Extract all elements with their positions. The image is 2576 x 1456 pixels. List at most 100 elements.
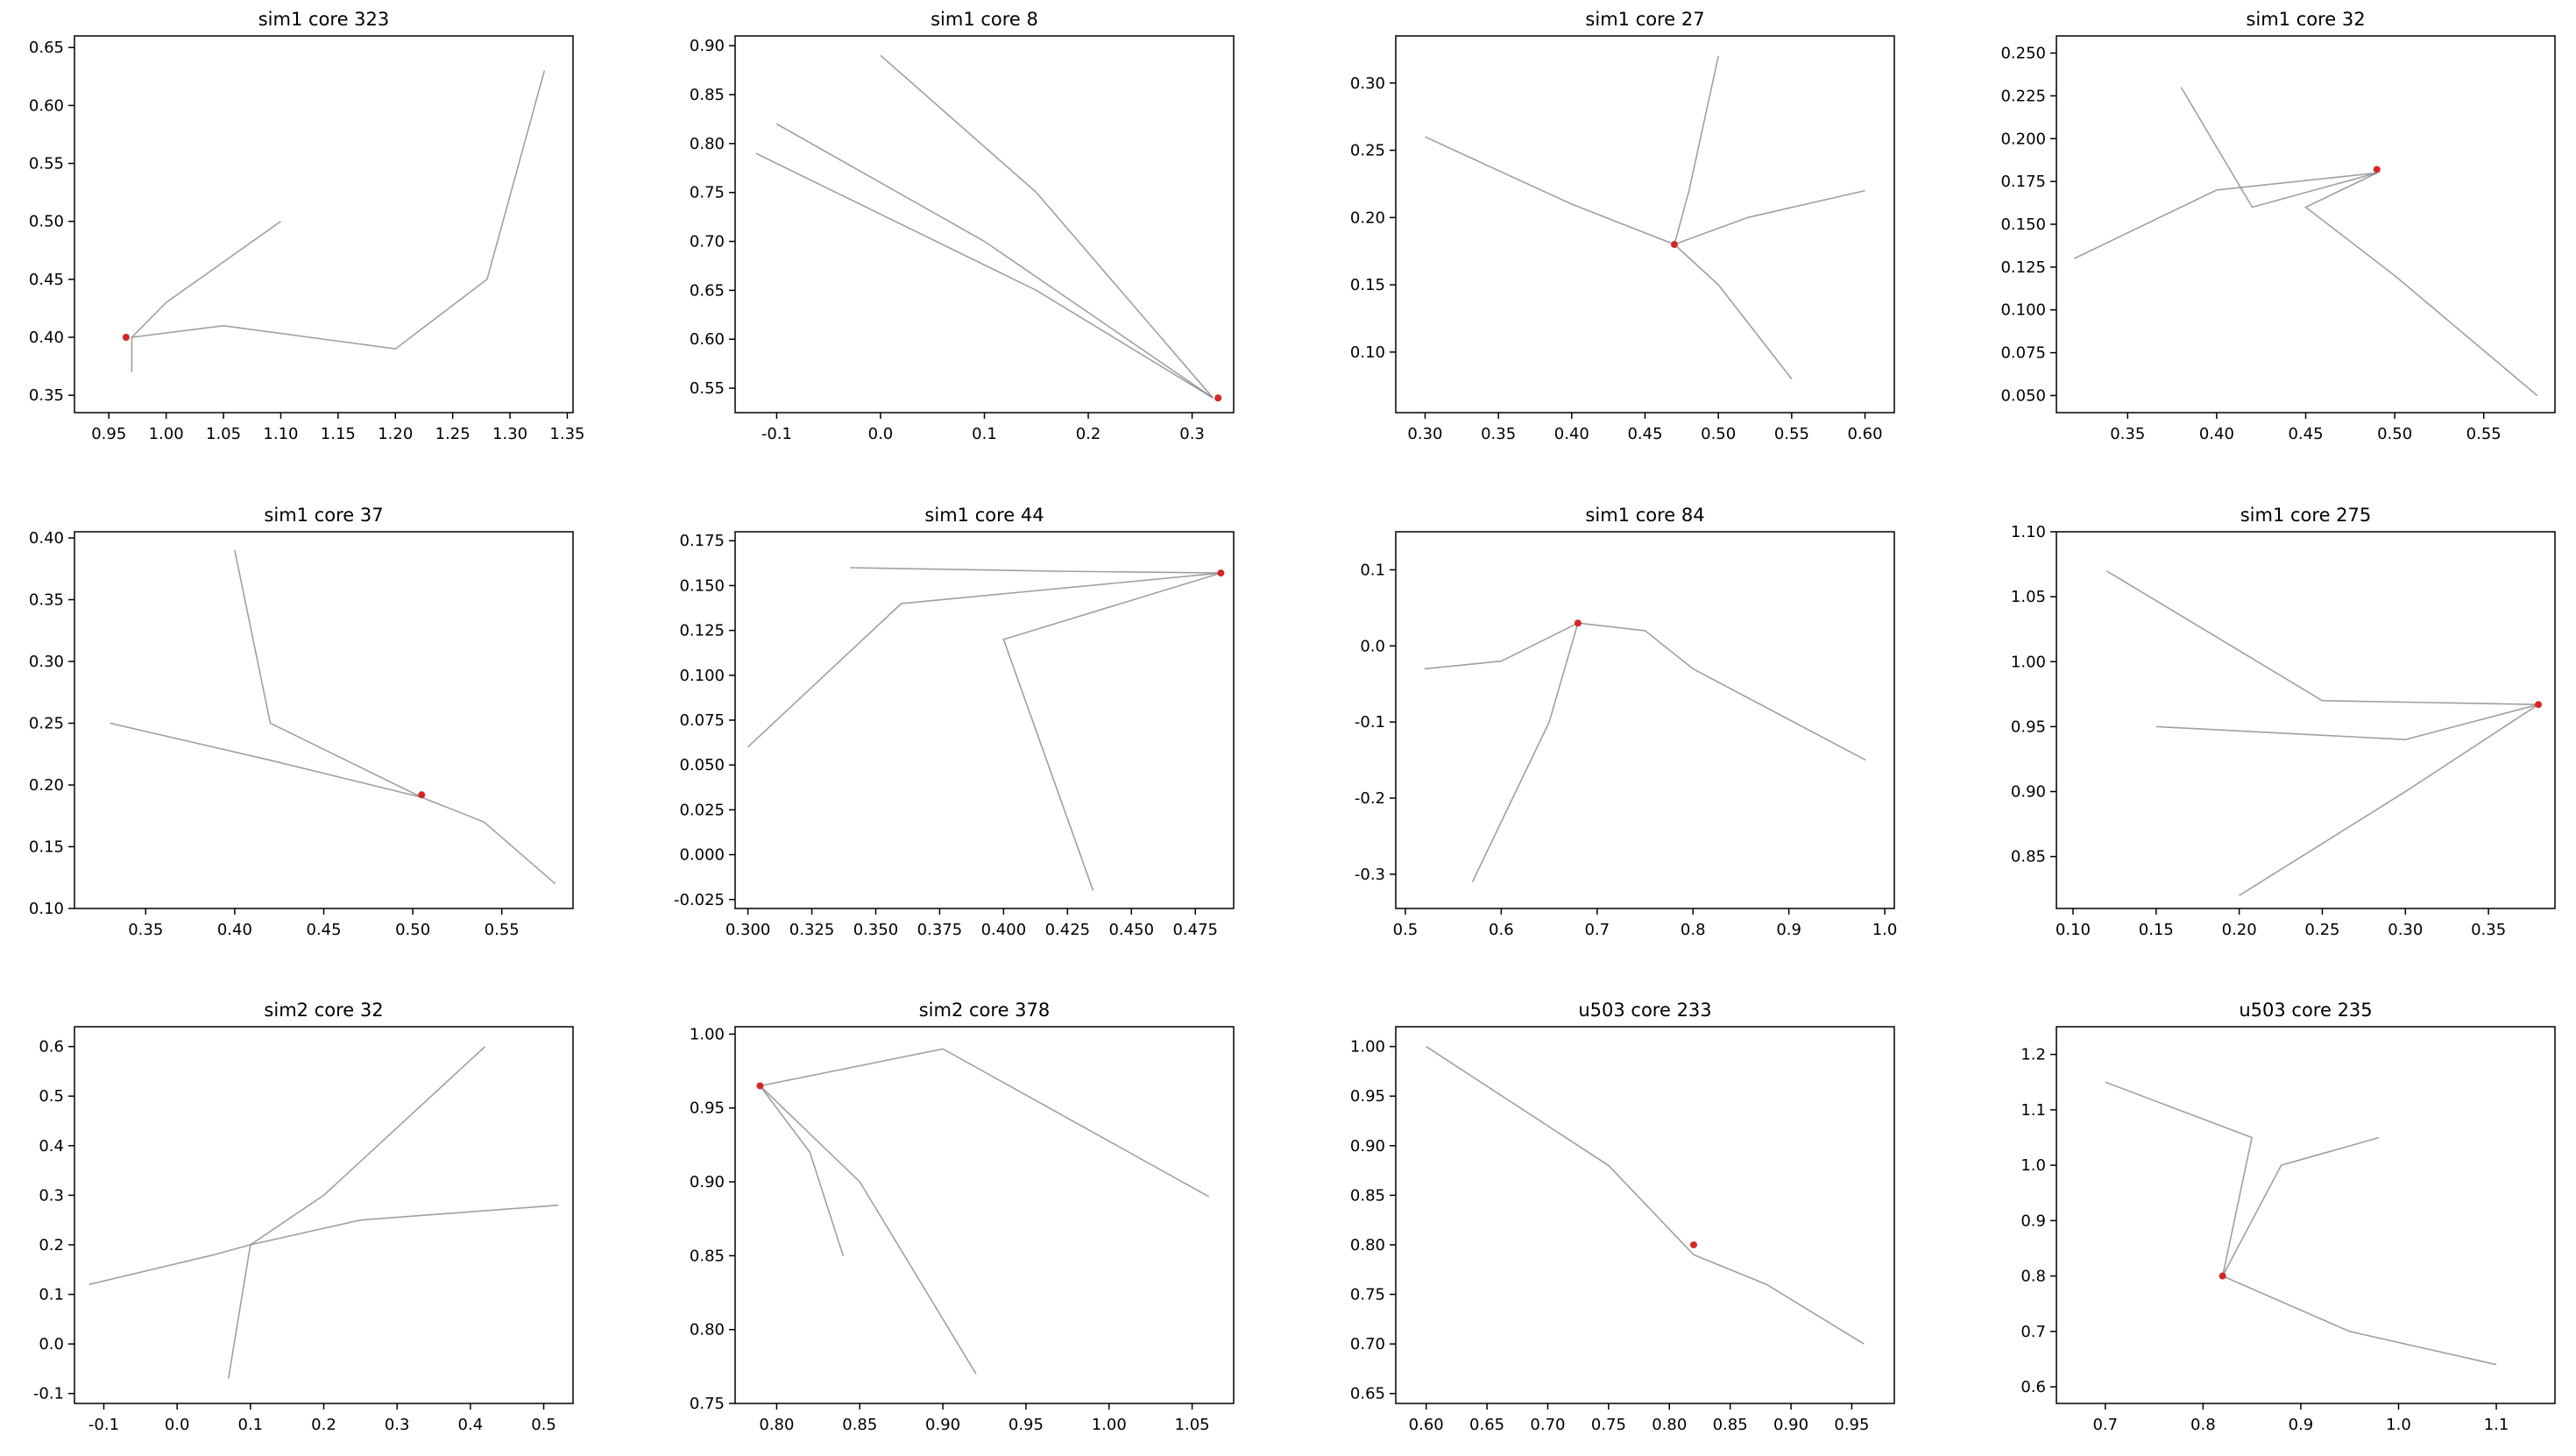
y-tick-label: 0.30 xyxy=(1350,74,1385,93)
y-tick-label: 0.150 xyxy=(679,576,725,595)
trajectory xyxy=(850,567,1221,574)
chart-title: sim1 core 27 xyxy=(1585,9,1704,30)
y-tick-label: 0.7 xyxy=(2020,1323,2046,1341)
end-point xyxy=(2373,166,2381,173)
trajectory xyxy=(759,1085,977,1375)
y-tick-label: -0.3 xyxy=(1355,866,1385,884)
y-tick-label: 0.40 xyxy=(29,329,64,347)
x-tick-label: 0.45 xyxy=(2288,425,2323,443)
y-tick-label: 0.0 xyxy=(1360,637,1385,655)
y-tick-label: 0.90 xyxy=(690,37,725,55)
trajectory xyxy=(2304,172,2538,397)
y-tick-label: 0.5 xyxy=(39,1087,64,1106)
x-tick-label: 0.35 xyxy=(2110,425,2145,443)
x-tick-label: 0.85 xyxy=(1713,1416,1748,1434)
y-tick-label: 0.65 xyxy=(1350,1385,1385,1403)
y-tick-label: 0.25 xyxy=(29,715,64,733)
y-tick-label: 0.70 xyxy=(690,233,725,251)
y-tick-label: 0.95 xyxy=(690,1099,725,1118)
trajectory xyxy=(110,722,422,798)
y-tick-label: 0.65 xyxy=(690,281,725,300)
y-tick-label: 0.70 xyxy=(1350,1335,1385,1354)
trajectory xyxy=(1426,1045,1695,1255)
x-tick-label: 0.40 xyxy=(2199,425,2234,443)
y-tick-label: 0.050 xyxy=(679,756,725,774)
x-tick-label: 0.30 xyxy=(2388,921,2423,939)
y-tick-label: 0.10 xyxy=(1350,343,1385,362)
x-tick-label: 0.25 xyxy=(2304,921,2339,939)
y-tick-label: 0.8 xyxy=(2020,1268,2046,1286)
axes-frame xyxy=(2056,35,2556,413)
chart-title: sim2 core 378 xyxy=(919,1000,1051,1021)
end-point xyxy=(1574,619,1582,627)
x-tick-label: 0.75 xyxy=(1591,1416,1626,1434)
y-tick-label: 0.40 xyxy=(29,529,64,548)
y-tick-label: 0.250 xyxy=(2000,45,2046,63)
x-tick-label: 0.55 xyxy=(2466,425,2502,443)
y-tick-label: 0.75 xyxy=(690,184,725,202)
trajectory xyxy=(2222,1275,2497,1366)
chart-title: sim1 core 37 xyxy=(264,505,383,526)
y-tick-label: 0.2 xyxy=(39,1236,64,1255)
x-tick-label: 1.0 xyxy=(2386,1416,2411,1434)
x-tick-label: 0.0 xyxy=(868,425,894,443)
x-tick-label: 0.90 xyxy=(925,1416,960,1434)
y-tick-label: 0.55 xyxy=(690,379,725,398)
y-tick-label: 1.0 xyxy=(2020,1156,2046,1175)
trajectory xyxy=(759,1085,845,1256)
y-tick-label: 0.225 xyxy=(2000,87,2046,105)
axes-frame xyxy=(1395,531,1895,909)
y-tick-label: 0.90 xyxy=(1350,1137,1385,1156)
y-tick-label: -0.1 xyxy=(33,1385,64,1403)
x-tick-label: 0.425 xyxy=(1045,921,1091,939)
x-tick-label: 0.5 xyxy=(531,1416,556,1434)
x-tick-label: 1.00 xyxy=(1092,1416,1127,1434)
trajectory xyxy=(250,1204,559,1246)
trajectory xyxy=(1002,572,1221,891)
x-tick-label: 1.15 xyxy=(321,425,356,443)
x-tick-label: 0.95 xyxy=(91,425,126,443)
x-tick-label: 0.4 xyxy=(458,1416,484,1434)
x-tick-label: 1.1 xyxy=(2484,1416,2509,1434)
y-tick-label: 0.175 xyxy=(679,532,725,550)
x-tick-label: 0.90 xyxy=(1773,1416,1808,1434)
y-tick-label: 0.45 xyxy=(29,271,64,289)
end-point xyxy=(1670,241,1678,249)
y-tick-label: 0.75 xyxy=(690,1395,725,1413)
y-tick-label: 1.05 xyxy=(2011,588,2046,606)
x-tick-label: 0.7 xyxy=(1584,921,1610,939)
trajectory xyxy=(1471,622,1579,882)
x-tick-label: 0.0 xyxy=(165,1416,190,1434)
x-tick-label: 0.8 xyxy=(1681,921,1706,939)
x-tick-label: 1.25 xyxy=(435,425,471,443)
trajectory xyxy=(1674,55,1719,245)
axes-frame xyxy=(1395,1026,1895,1404)
y-tick-label: 1.00 xyxy=(690,1025,725,1043)
chart-title: sim1 core 44 xyxy=(924,505,1044,526)
chart-title: sim1 core 275 xyxy=(2240,505,2372,526)
chart-title: sim1 core 32 xyxy=(2246,9,2365,30)
x-tick-label: 0.2 xyxy=(311,1416,336,1434)
y-tick-label: 0.150 xyxy=(2000,216,2046,234)
y-tick-label: 0.1 xyxy=(1360,561,1385,579)
y-tick-label: 0.000 xyxy=(679,846,725,865)
y-tick-label: 0.85 xyxy=(690,1247,725,1265)
x-tick-label: 1.05 xyxy=(1175,1416,1210,1434)
y-tick-label: 0.125 xyxy=(679,622,725,640)
trajectory xyxy=(1674,244,1793,380)
y-tick-label: 1.2 xyxy=(2020,1046,2046,1064)
trajectory xyxy=(2073,172,2377,259)
x-tick-label: 1.30 xyxy=(492,425,527,443)
y-tick-label: 0.95 xyxy=(2011,717,2046,736)
axes-frame xyxy=(74,35,574,413)
x-tick-label: 1.35 xyxy=(549,425,584,443)
trajectory xyxy=(131,70,546,350)
end-point xyxy=(122,334,130,341)
x-tick-label: 0.60 xyxy=(1847,425,1882,443)
y-tick-label: 0.15 xyxy=(1350,276,1385,294)
chart-title: sim1 core 8 xyxy=(931,9,1038,30)
trajectory xyxy=(234,549,422,798)
x-tick-label: 0.80 xyxy=(1652,1416,1687,1434)
x-tick-label: 0.50 xyxy=(2377,425,2412,443)
